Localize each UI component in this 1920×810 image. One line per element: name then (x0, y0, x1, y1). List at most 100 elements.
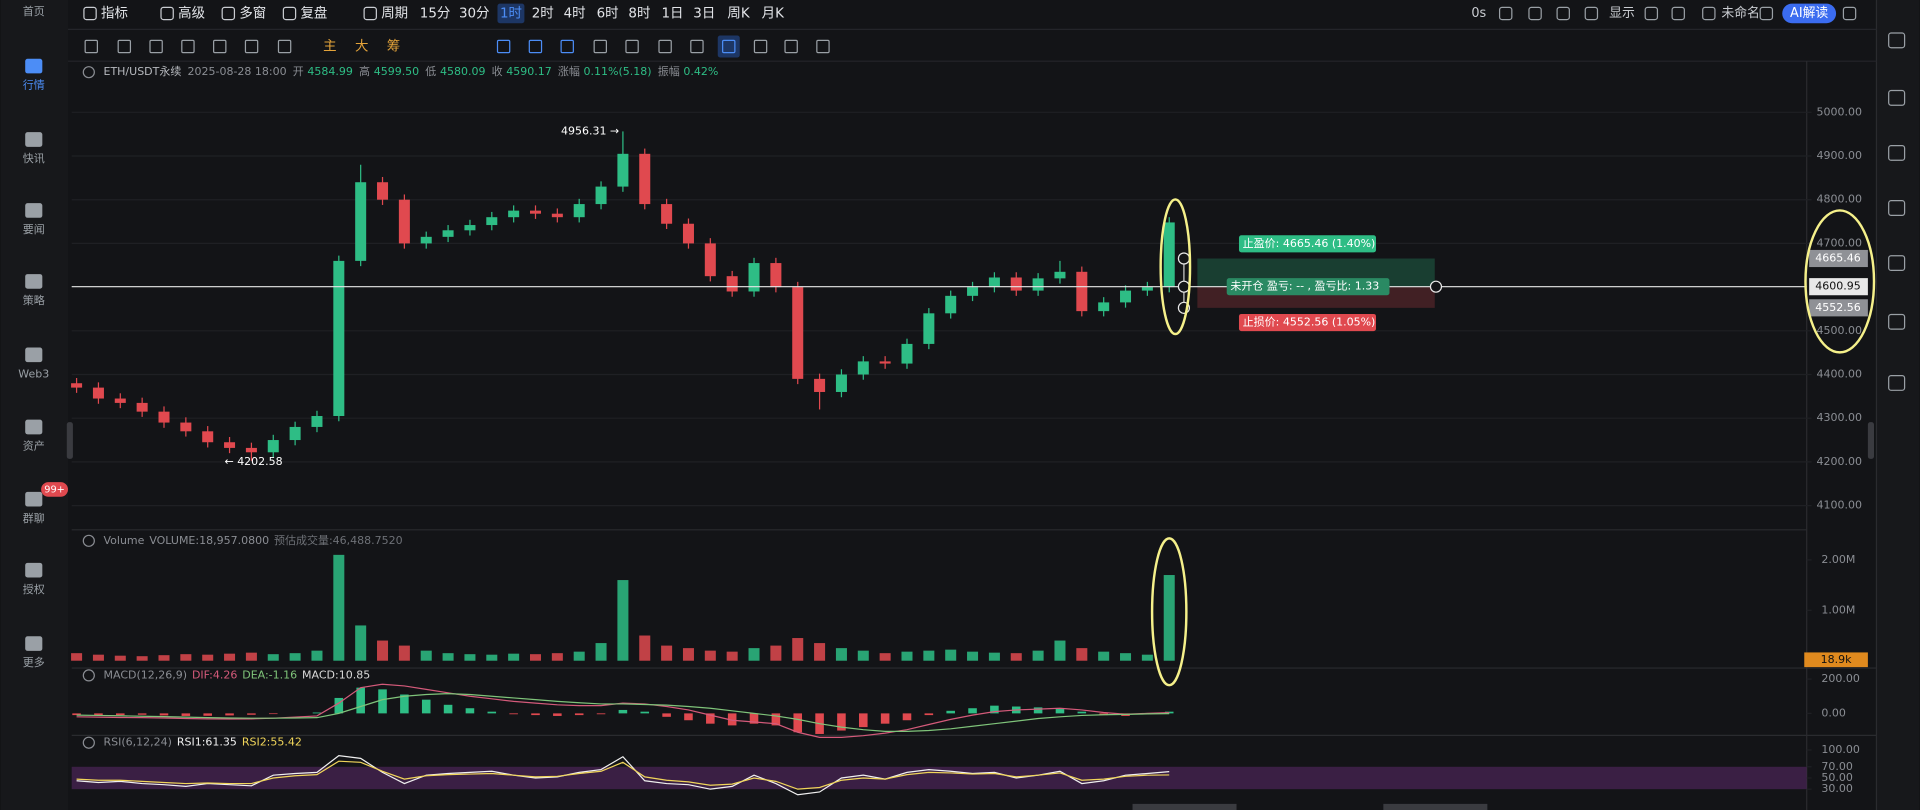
sidebar-item[interactable]: 要闻 (23, 203, 45, 236)
period-button[interactable]: 周K (727, 6, 750, 21)
period-button[interactable]: 8时 (628, 5, 650, 21)
highlight-ellipse (1159, 198, 1192, 336)
sidebar-item[interactable]: 授权 (23, 562, 45, 596)
tool-icon[interactable] (1888, 200, 1906, 216)
scrollbar[interactable] (1132, 803, 1237, 810)
sidebar-item[interactable]: Web3 (18, 347, 49, 380)
sidebar-item[interactable]: 策略 (23, 274, 45, 307)
toolbar-icon[interactable] (1759, 6, 1774, 21)
toolbar-button[interactable]: 周期 (381, 5, 408, 21)
toolbar-icon[interactable] (83, 6, 97, 21)
drawing-tag[interactable]: 主 (323, 38, 336, 54)
toolbar-icon[interactable] (1528, 6, 1542, 21)
drawing-tool[interactable] (528, 39, 543, 54)
period-button[interactable]: 30分 (459, 5, 490, 21)
drawing-tool[interactable] (181, 39, 195, 54)
candle-body (661, 204, 673, 224)
toolbar-button[interactable]: 多窗 (239, 4, 266, 21)
tool-icon[interactable] (1888, 89, 1906, 106)
tool-icon[interactable] (1888, 375, 1906, 391)
drawing-tool[interactable] (277, 39, 292, 54)
toolbar-right[interactable]: 显示 (1609, 6, 1635, 21)
drawing-tool[interactable] (149, 39, 163, 54)
volume-bar (311, 650, 323, 661)
tool-icon[interactable] (1888, 32, 1906, 49)
toolbar-icon[interactable] (1842, 6, 1857, 21)
tool-icon[interactable] (1888, 144, 1906, 161)
drawing-tool[interactable] (244, 39, 259, 54)
candle-body (682, 223, 694, 244)
drawing-tool[interactable] (625, 39, 639, 54)
volume-bar (1141, 654, 1153, 661)
ai-button-bg[interactable] (1782, 3, 1837, 24)
sidebar-item[interactable]: 更多 (23, 636, 45, 669)
period-button[interactable]: 6时 (597, 5, 619, 21)
period-selected-bg (497, 3, 525, 24)
toolbar-right[interactable]: 未命名 (1721, 5, 1759, 21)
toolbar-icon[interactable] (282, 6, 297, 21)
period-button[interactable]: 1时 (500, 5, 522, 21)
drawing-tool[interactable] (690, 39, 704, 54)
period-button[interactable]: 3日 (693, 6, 715, 21)
drawing-tool[interactable] (593, 39, 608, 54)
drawing-tool[interactable] (816, 39, 830, 54)
volume-bar (224, 653, 236, 661)
toolbar-icon[interactable] (1702, 6, 1716, 21)
volume-bar (355, 625, 367, 661)
drawing-tool[interactable] (560, 39, 574, 54)
toolbar-right[interactable]: AI解读 (1790, 6, 1828, 21)
toolbar-icon[interactable] (1556, 6, 1570, 21)
macd-bar (880, 713, 890, 724)
candle-body (901, 343, 913, 364)
toolbar-button[interactable]: 高级 (178, 4, 205, 21)
collapse-icon[interactable] (82, 66, 95, 79)
toolbar-button[interactable]: 复盘 (300, 4, 327, 21)
drawing-tool[interactable] (722, 39, 736, 54)
toolbar-icon[interactable] (1644, 6, 1659, 21)
position-label-bg (1226, 278, 1390, 296)
sidebar-item[interactable]: 首页 (23, 4, 45, 18)
collapse-handle[interactable] (1867, 422, 1875, 459)
toolbar-button[interactable]: 指标 (101, 5, 128, 21)
scrollbar[interactable] (1383, 803, 1488, 810)
position-handle[interactable] (1429, 280, 1443, 293)
toolbar-icon[interactable] (1671, 6, 1685, 21)
collapse-handle[interactable] (66, 422, 73, 459)
drawing-tool[interactable] (213, 39, 227, 54)
highlight-ellipse (1804, 209, 1876, 354)
drawing-tool[interactable] (496, 39, 511, 54)
tool-icon[interactable] (1888, 255, 1906, 272)
volume-bar (573, 651, 585, 661)
drawing-tool[interactable] (784, 39, 798, 54)
drawing-tag[interactable]: 筹 (387, 37, 400, 54)
period-button[interactable]: 4时 (564, 5, 586, 21)
toolbar-icon[interactable] (1498, 6, 1513, 21)
collapse-icon[interactable] (82, 736, 95, 749)
drawing-tag[interactable]: 大 (355, 38, 368, 54)
toolbar-right[interactable]: 0s (1471, 6, 1486, 21)
period-button[interactable]: 月K (762, 6, 785, 21)
collapse-icon[interactable] (82, 669, 95, 682)
position-handle[interactable] (1177, 280, 1191, 293)
macd-bar (793, 713, 803, 733)
legend-value: VOLUME:18,957.0800 (149, 534, 269, 547)
drawing-tool[interactable] (117, 39, 132, 54)
period-button[interactable]: 15分 (420, 5, 451, 21)
sidebar-item[interactable]: 群聊 (23, 491, 45, 525)
sidebar-item[interactable]: 资产 (23, 419, 45, 453)
position-handle[interactable] (1177, 252, 1191, 265)
toolbar-icon[interactable] (221, 6, 236, 21)
sidebar-item[interactable]: 快讯 (23, 132, 45, 165)
toolbar-icon[interactable] (1584, 6, 1599, 21)
tool-icon[interactable] (1888, 313, 1906, 330)
period-button[interactable]: 1日 (661, 6, 683, 21)
toolbar-icon[interactable] (363, 6, 377, 21)
y-tick-label: 100.00 (1821, 743, 1860, 756)
sidebar-item[interactable]: 行情 (23, 58, 45, 92)
drawing-tool[interactable] (658, 39, 672, 54)
drawing-tool[interactable] (84, 39, 98, 54)
period-button[interactable]: 2时 (532, 5, 554, 21)
drawing-tool[interactable] (753, 39, 768, 54)
toolbar-icon[interactable] (160, 6, 174, 21)
collapse-icon[interactable] (82, 534, 95, 547)
